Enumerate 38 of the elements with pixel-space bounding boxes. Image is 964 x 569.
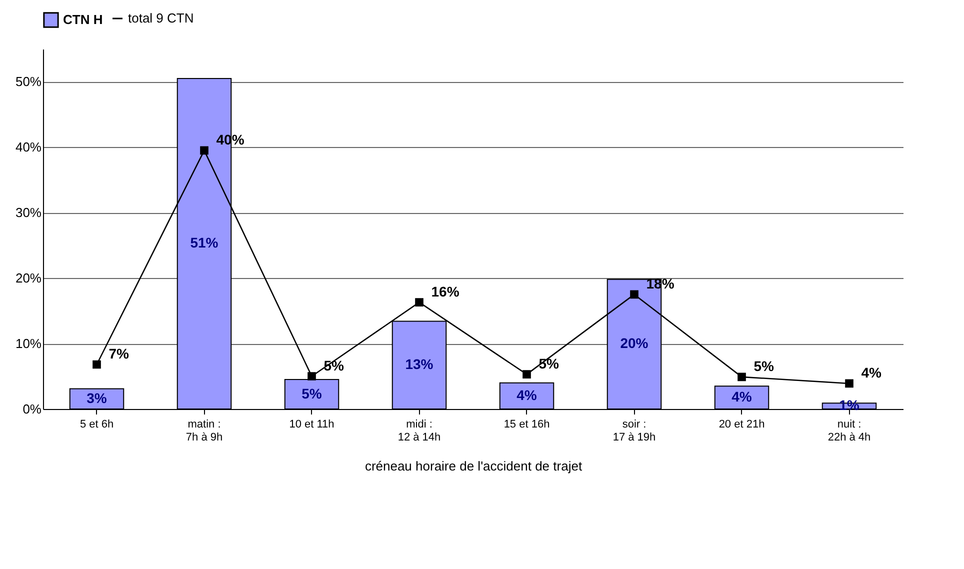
x-tick-label: 5 et 6h [80, 418, 114, 430]
data-label: 13% [405, 356, 434, 372]
data-label: 4% [732, 388, 752, 405]
point [845, 379, 854, 388]
x-tick-label: 20 et 21h [718, 418, 765, 430]
point [522, 370, 531, 378]
x-tick-label: midi : 12 à 14h [398, 418, 441, 444]
x-tick-label: nuit : 22h à 4h [828, 418, 871, 444]
point [92, 360, 101, 369]
legend-label: total 9 CTN [128, 10, 194, 26]
data-label: 5% [302, 385, 322, 402]
point [308, 372, 316, 380]
data-label: 5% [324, 357, 345, 374]
legend-label: CTN H [63, 12, 103, 27]
data-label: 20% [620, 335, 649, 352]
x-axis-title: créneau horaire de l'accident de trajet [364, 458, 582, 474]
y-tick-label: 40% [15, 140, 42, 155]
data-label: 51% [190, 234, 219, 251]
y-tick-label: 50% [15, 74, 42, 90]
point [738, 372, 746, 382]
x-tick-label: 10 et 11h [289, 418, 334, 430]
x-tick-label: soir : 17 à 19h [612, 418, 656, 444]
data-label: 16% [431, 283, 460, 300]
point [200, 146, 208, 155]
data-label: 4% [516, 386, 538, 403]
x-tick-label: matin : 7h à 9h [186, 418, 223, 444]
y-tick-label: 20% [15, 270, 42, 286]
data-label: 7% [108, 345, 130, 362]
point [630, 290, 638, 299]
data-label: 3% [86, 390, 108, 406]
y-tick-label: 30% [15, 205, 42, 220]
x-tick-label: 15 et 16h [504, 418, 550, 430]
data-label: 5% [538, 355, 560, 372]
y-tick-label: 0% [22, 402, 42, 416]
point [415, 298, 424, 306]
data-label: 4% [861, 364, 882, 380]
data-label: 5% [754, 358, 775, 374]
y-tick-label: 10% [15, 336, 42, 352]
